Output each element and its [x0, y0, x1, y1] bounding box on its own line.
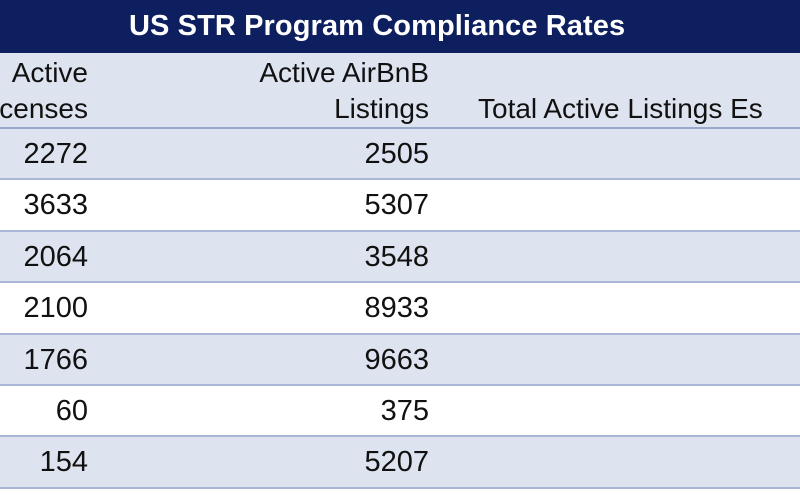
- cell-active-airbnb-listings: 375: [380, 394, 429, 427]
- cell-active-licenses: 2100: [23, 292, 88, 325]
- cell-active-licenses: 3633: [23, 189, 88, 222]
- cell-active-airbnb-listings: 5307: [364, 189, 429, 222]
- cell-active-licenses: 60: [55, 394, 88, 427]
- table-row: 3633 5307: [0, 180, 800, 232]
- header-active-airbnb-listings-line2: Listings: [334, 93, 429, 124]
- table-row: 154 5207: [0, 437, 800, 489]
- table-row: 2272 2505: [0, 129, 800, 181]
- cell-active-airbnb-listings: 9663: [364, 343, 429, 376]
- header-active-licenses-line1: Active: [11, 57, 88, 88]
- cell-active-licenses: 2064: [23, 240, 88, 273]
- cell-active-licenses: 154: [39, 446, 88, 479]
- header-active-airbnb-listings: Active AirBnB Listings: [259, 55, 429, 127]
- cell-active-licenses: 1766: [23, 343, 88, 376]
- table-title: US STR Program Compliance Rates: [0, 0, 800, 53]
- table-header-row: Active censes Active AirBnB Listings Tot…: [0, 53, 800, 129]
- table-row: 1766 9663: [0, 334, 800, 386]
- table-row: 2100 8933: [0, 283, 800, 335]
- header-active-licenses-line2: censes: [0, 93, 88, 124]
- cell-active-airbnb-listings: 3548: [364, 240, 429, 273]
- header-active-licenses: Active censes: [0, 55, 88, 127]
- cell-active-airbnb-listings: 8933: [364, 292, 429, 325]
- table-row: 60 375: [0, 385, 800, 438]
- table-row: 2064 3548: [0, 231, 800, 284]
- cell-active-airbnb-listings: 2505: [364, 138, 429, 170]
- header-active-airbnb-listings-line1: Active AirBnB: [259, 57, 429, 88]
- cell-active-licenses: 2272: [23, 138, 88, 170]
- header-total-active-listings: Total Active Listings Es: [478, 93, 763, 124]
- cell-active-airbnb-listings: 5207: [364, 446, 429, 479]
- table-body: 2272 2505 3633 5307 2064 3548 2100 8933 …: [0, 129, 800, 489]
